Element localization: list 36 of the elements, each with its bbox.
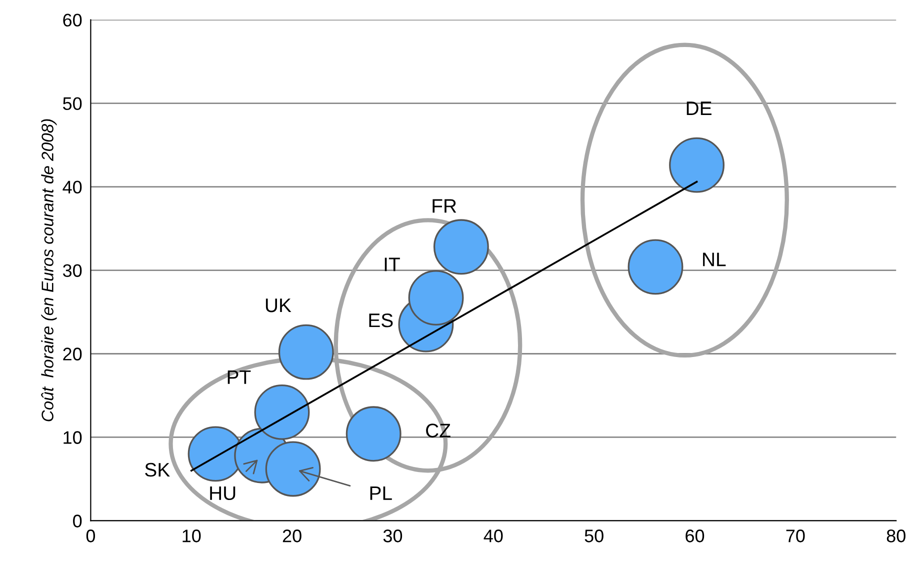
y-tick-label: 60: [63, 14, 82, 27]
annotation: PL: [370, 486, 392, 500]
point: [669, 137, 725, 193]
point: [433, 219, 489, 275]
annotation: ES: [369, 313, 393, 328]
point: [628, 239, 684, 295]
x-tick-label: 40: [484, 530, 503, 542]
point: [278, 324, 334, 380]
x-tick-label: 80: [886, 530, 906, 542]
annotation: FR: [432, 199, 456, 213]
y-tick-label: 40: [62, 180, 82, 194]
annotation: HU: [210, 486, 236, 500]
y-tick-label: 30: [62, 264, 82, 277]
annotation: SK: [145, 462, 170, 477]
point: [346, 406, 402, 462]
x-tick-label: 10: [182, 530, 201, 542]
annotation: NL: [703, 252, 726, 266]
x-tick-label: 0: [86, 530, 96, 542]
x-tick-label: 30: [383, 530, 402, 542]
x-tick-label: 70: [786, 530, 805, 542]
y-tick-label: 0: [73, 514, 82, 528]
annotation: UK: [266, 298, 292, 312]
annotation: PT: [228, 370, 251, 384]
x-tick-label: 60: [686, 530, 704, 542]
point: [408, 270, 464, 326]
x-tick-label: 50: [584, 530, 604, 542]
y-axis-title: Coût horaire (en Euros courant de 2008): [41, 119, 57, 422]
annotation: CZ: [426, 424, 450, 438]
point: [254, 384, 310, 440]
annotation: IT: [384, 258, 400, 272]
y-tick-label: 20: [63, 348, 82, 360]
y-tick-label: 50: [63, 97, 82, 110]
y-tick-label: 10: [64, 431, 82, 444]
annotation: DE: [686, 102, 712, 115]
x-tick-label: 20: [282, 530, 302, 542]
point: [265, 441, 321, 497]
